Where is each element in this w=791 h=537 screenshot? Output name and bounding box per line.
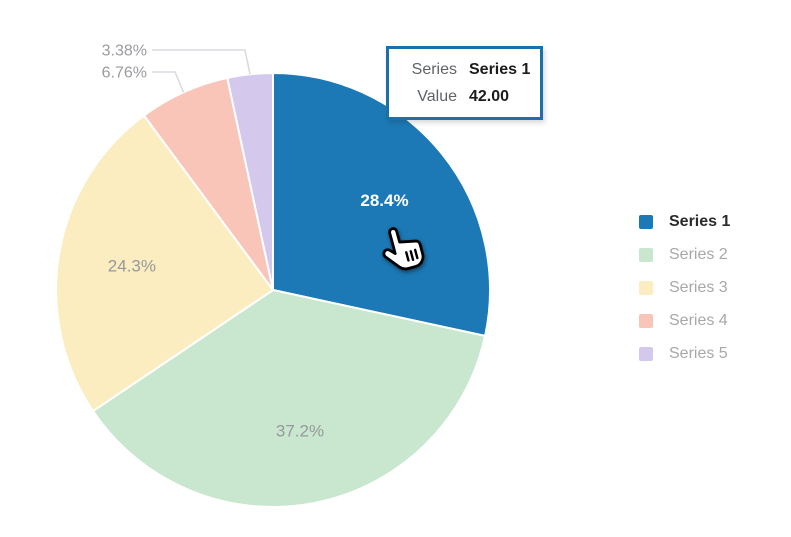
slice-percent-label-outside: 6.76% [102,65,147,82]
legend-item-series-5[interactable]: Series 5 [639,344,730,363]
legend-label-series-5: Series 5 [669,344,728,362]
legend-item-series-3[interactable]: Series 3 [639,278,730,297]
legend: Series 1 Series 2 Series 3 Series 4 Seri… [639,212,730,363]
legend-swatch-series-4 [639,313,653,328]
tooltip-value-row: Value 42.00 [399,83,530,110]
slice-percent-label: 28.4% [360,191,408,210]
tooltip-series-row: Series Series 1 [399,56,531,83]
legend-label-series-4: Series 4 [669,311,728,329]
leader-line [152,49,251,75]
legend-swatch-series-2 [639,247,653,262]
slice-percent-label: 37.2% [276,422,324,441]
leader-line [152,71,185,93]
pie-slice-series-5[interactable] [226,72,274,291]
slice-percent-label-outside: 3.38% [102,43,147,60]
legend-item-series-4[interactable]: Series 4 [639,311,730,330]
legend-item-series-1[interactable]: Series 1 [639,212,730,231]
tooltip: Series Series 1 Value 42.00 [386,46,544,120]
legend-label-series-3: Series 3 [669,278,728,296]
slice-percent-label: 24.3% [108,257,156,276]
legend-swatch-series-3 [639,280,653,295]
tooltip-series-label: Series [411,61,457,78]
pie-slice-series-2[interactable] [92,289,487,508]
tooltip-value-label: Value [417,88,457,105]
legend-label-series-1: Series 1 [669,212,731,230]
pie-slice-series-3[interactable] [55,114,274,413]
tooltip-value-text: 42.00 [469,88,510,105]
legend-swatch-series-5 [639,346,653,361]
tooltip-series-value: Series 1 [469,61,531,78]
pie-slice-series-1[interactable] [272,72,491,337]
legend-label-series-2: Series 2 [669,245,728,263]
legend-swatch-series-1 [639,214,653,229]
legend-item-series-2[interactable]: Series 2 [639,245,730,264]
